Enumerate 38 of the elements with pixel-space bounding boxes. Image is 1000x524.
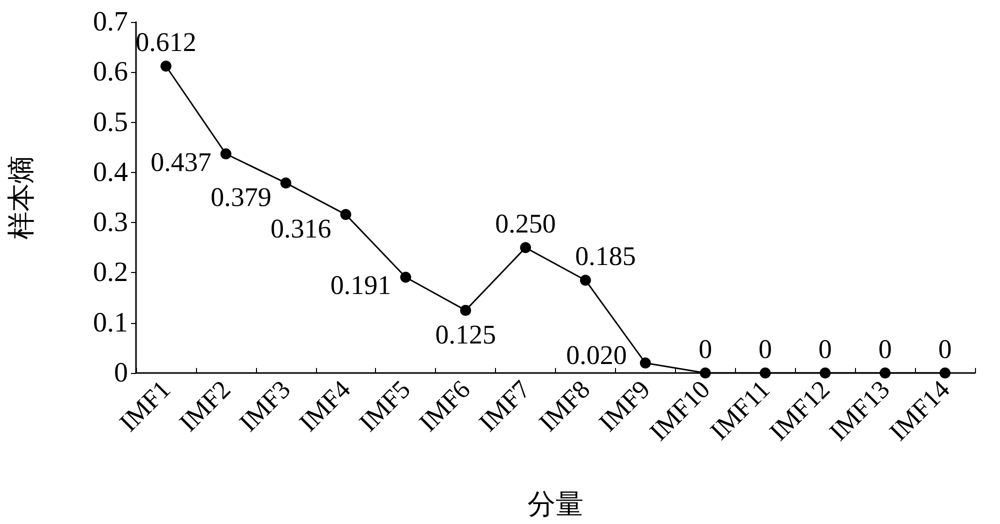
point <box>160 60 172 72</box>
point <box>640 357 651 368</box>
data-label: 0.250 <box>495 208 556 239</box>
y-tick-label: 0.7 <box>93 6 128 38</box>
y-tick-label: 0 <box>114 358 128 388</box>
data-label: 0 <box>818 334 832 364</box>
y-axis-title: 样本熵 <box>6 156 38 240</box>
data-label: 0.379 <box>210 182 272 212</box>
y-tick-label: 0.4 <box>93 156 128 188</box>
x-axis-title: 分量 <box>528 490 584 520</box>
data-label: 0.612 <box>136 27 196 58</box>
data-label: 0 <box>938 334 952 364</box>
y-tick-label: 0.2 <box>93 257 128 288</box>
point <box>880 368 891 378</box>
data-label: 0.125 <box>435 319 496 350</box>
point <box>820 368 831 378</box>
point <box>280 177 292 188</box>
data-label: 0.437 <box>150 146 212 177</box>
point <box>460 304 472 316</box>
data-label: 0.020 <box>566 340 627 370</box>
data-label: 0.316 <box>270 214 332 244</box>
point <box>400 272 412 283</box>
data-label: 0.191 <box>330 270 392 300</box>
point <box>520 242 532 254</box>
y-tick-label: 0.5 <box>93 106 128 138</box>
point <box>220 148 232 160</box>
point <box>340 209 352 220</box>
point <box>940 368 951 378</box>
point <box>760 368 771 378</box>
data-label: 0 <box>758 334 772 364</box>
data-label: 0 <box>698 334 712 364</box>
data-label: 0.185 <box>575 241 636 272</box>
point <box>580 274 591 286</box>
point <box>700 368 711 378</box>
y-tick-label: 0.1 <box>93 307 128 338</box>
data-label: 0 <box>878 334 892 364</box>
y-tick-label: 0.6 <box>93 56 128 88</box>
y-tick-label: 0.3 <box>93 207 128 238</box>
